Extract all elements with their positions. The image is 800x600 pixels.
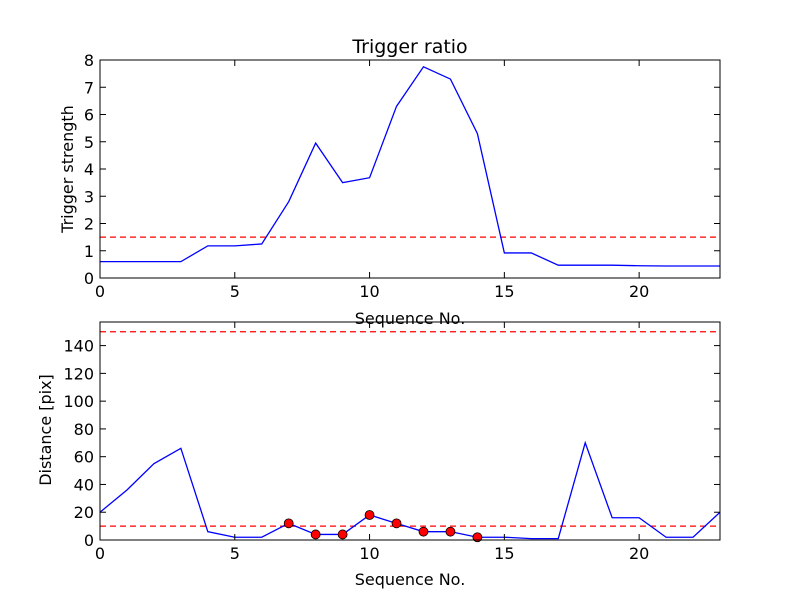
y-axis-label: Distance [pix] [36,374,55,486]
y-tick-label: 5 [84,133,94,152]
y-tick-label: 8 [84,51,94,70]
axes-frame [99,321,721,541]
plot-area [100,331,720,540]
y-tick-label: 4 [84,160,94,179]
x-tick-label: 15 [494,282,514,301]
series-line [100,440,720,540]
x-tick-label: 15 [494,544,514,563]
data-point-marker [310,529,321,540]
trigger-ratio-plot: Trigger ratio Sequence No. Trigger stren… [58,36,721,328]
data-point-marker [337,529,348,540]
x-tick-label: 10 [359,282,379,301]
y-tick-label: 100 [63,392,94,411]
data-point-marker [418,526,429,537]
y-tick-label: 1 [84,242,94,261]
data-point-marker [445,526,456,537]
y-tick-label: 40 [74,475,94,494]
x-tick-label: 5 [230,282,240,301]
plot-title: Trigger ratio [351,36,467,58]
x-tick-label: 0 [95,282,105,301]
y-tick-label: 120 [63,364,94,383]
x-tick-label: 5 [230,544,240,563]
x-tick-label: 0 [95,544,105,563]
y-axis-label: Trigger strength [58,105,77,234]
y-tick-label: 6 [84,106,94,125]
y-tick-label: 20 [74,503,94,522]
y-tick-label: 140 [63,337,94,356]
x-tick-label: 20 [629,282,649,301]
x-axis-label: Sequence No. [355,570,466,589]
y-tick-label: 7 [84,78,94,97]
y-tick-label: 80 [74,420,94,439]
x-tick-label: 20 [629,544,649,563]
y-tick-label: 0 [84,269,94,288]
data-point-marker [283,518,294,529]
distance-plot: Sequence No. Distance [pix] 0 5 10 15 20 0 20 4… [36,321,721,589]
x-tick-label: 10 [359,544,379,563]
x-axis-label: Sequence No. [355,309,466,328]
series-line [100,65,720,267]
y-tick-label: 3 [84,187,94,206]
data-point-marker [391,518,402,529]
y-tick-label: 60 [74,448,94,467]
data-point-marker [364,510,375,520]
y-tick-label: 2 [84,215,94,234]
data-point-marker [472,532,483,543]
plot-area [100,65,720,267]
y-tick-label: 0 [84,531,94,550]
